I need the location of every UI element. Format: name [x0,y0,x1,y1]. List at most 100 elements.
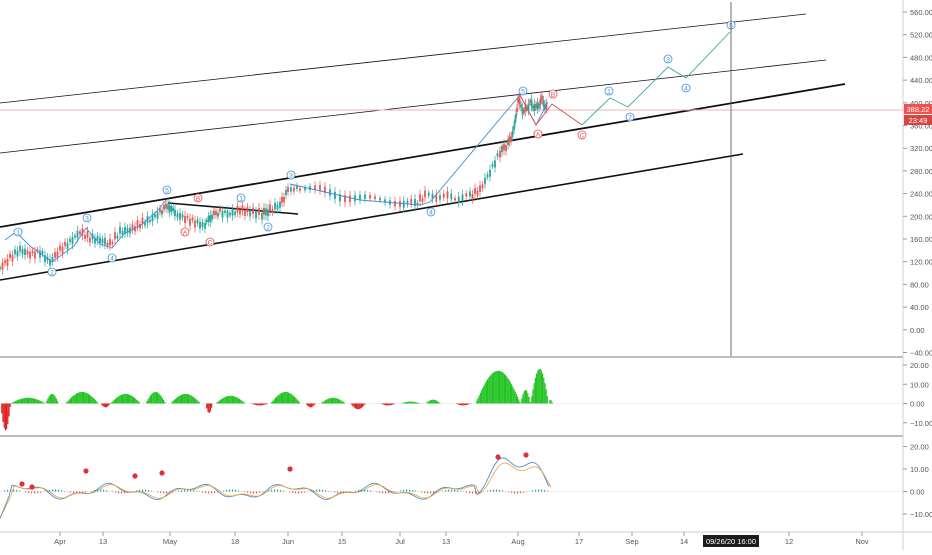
macd-histogram-bar [295,492,296,494]
macd-histogram-bar [379,492,380,493]
macd-histogram-bar [526,492,527,493]
macd-histogram-bar [292,492,293,494]
histogram-bar [430,400,431,403]
histogram-bar [8,404,9,417]
histogram-bar [30,398,31,404]
candle-body [520,104,522,108]
candle-body [510,136,512,141]
macd-histogram-bar [436,492,437,493]
current-price-label: 388.22 [907,105,930,114]
histogram-bar [93,398,94,404]
candle-body [77,231,79,238]
macd-histogram-bar [238,490,239,491]
price-tick-label: 120.00 [910,258,932,267]
candle-body [239,210,241,215]
candle-body [454,198,456,200]
candle-body [514,119,516,124]
macd-histogram-bar [274,490,275,492]
histogram-bar [120,395,121,403]
wave-label-text: 4 [684,85,688,92]
histogram-bar [504,374,505,404]
macd-histogram-bar [433,492,434,494]
candle-body [87,231,89,237]
histogram-bar [227,396,228,403]
histogram-bar [24,398,25,404]
histogram-bar [211,404,212,408]
histogram-bar [391,404,392,405]
candle-body [54,252,56,258]
histogram-bar [105,404,106,408]
candle-body [474,188,476,194]
histogram-bar [55,396,56,403]
osc1-tick-label: 20.00 [910,361,929,370]
candle-body [2,263,4,270]
macd-histogram-bar [268,490,269,491]
candle-body [242,205,244,211]
macd-histogram-bar [457,490,458,491]
histogram-bar [418,403,419,404]
wave-label: 2 [264,223,272,231]
macd-histogram-bar [364,490,365,492]
macd-histogram-bar [76,492,77,494]
macd-histogram-bar [316,490,317,492]
histogram-bar [128,394,129,403]
histogram-bar [355,404,356,409]
macd-histogram-bar [478,492,479,493]
histogram-bar [549,400,550,403]
osc1-tick-label: 0.00 [910,400,925,409]
histogram-bar [127,394,128,403]
macd-histogram-bar [358,490,359,492]
candle-body [137,220,139,226]
histogram-bar [198,401,199,403]
histogram-bar [334,398,335,404]
candle-body [72,237,74,244]
crossover-dot [523,452,528,457]
macd-histogram-bar [121,492,122,494]
histogram-bar [493,372,494,403]
macd-histogram-bar [202,492,203,493]
candle-body [299,188,301,190]
candle-body [269,204,271,211]
candle-body [124,227,126,233]
candle-body [462,194,464,201]
histogram-bar [500,371,501,403]
histogram-bar [87,393,88,403]
macd-histogram-bar [160,492,161,494]
histogram-bar [196,400,197,404]
histogram-bar [283,392,284,403]
histogram-bar [296,399,297,403]
histogram-bar [66,402,67,403]
macd-histogram-bar [85,492,86,493]
histogram-bar [435,400,436,403]
histogram-bar [468,404,469,405]
macd-histogram-bar [166,492,167,494]
histogram-bar [264,404,265,405]
candle-body [29,252,31,259]
macd-histogram-bar [421,492,422,493]
histogram-bar [133,397,134,404]
candle-body [287,187,289,192]
candle-body [263,208,265,215]
histogram-bar [507,378,508,403]
histogram-bar [457,404,458,405]
histogram-bar [292,395,293,404]
histogram-bar [480,393,481,404]
histogram-bar [306,404,307,405]
macd-histogram-bar [367,490,368,492]
candle-body [197,219,199,223]
histogram-bar [405,402,406,403]
candle-body [258,208,260,215]
candle-body [213,211,215,216]
histogram-bar [97,403,98,404]
histogram-bar [261,404,262,406]
histogram-bar [90,396,91,404]
histogram-bar [544,383,545,403]
histogram-bar [324,401,325,404]
histogram-bar [95,400,96,403]
candle-body [494,161,496,168]
macd-histogram-bar [301,492,302,494]
macd-histogram-bar [115,492,116,493]
histogram-bar [181,395,182,404]
